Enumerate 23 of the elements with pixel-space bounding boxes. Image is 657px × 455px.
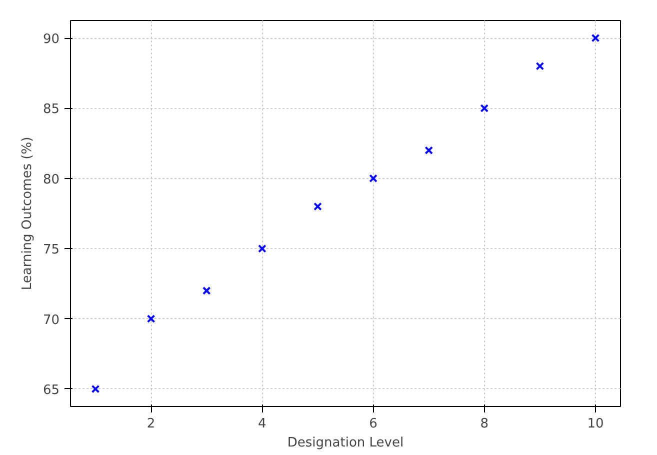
x-tick-label: 4 [258, 416, 266, 432]
point [258, 244, 266, 253]
point [314, 202, 322, 211]
x-tick-label: 10 [587, 416, 604, 432]
y-tick-label: 80 [42, 172, 60, 188]
y-tick-label: 85 [42, 102, 60, 118]
y-tick-label: 90 [42, 32, 60, 48]
x-tick-label: 6 [369, 416, 378, 432]
point [202, 286, 211, 295]
point [91, 384, 100, 394]
point [591, 34, 600, 42]
point [424, 146, 434, 155]
point [480, 104, 489, 112]
x-tick-label: 2 [146, 416, 156, 432]
point [146, 314, 156, 323]
x-axis-title: Designation Level [287, 436, 404, 450]
point [369, 174, 378, 183]
point [536, 62, 544, 70]
x-tick-label: 8 [480, 416, 489, 432]
y-tick-label: 65 [42, 382, 60, 398]
y-tick-label: 75 [42, 242, 60, 258]
y-tick-label: 70 [42, 312, 60, 328]
y-axis-title: Learning Outcomes (%) [20, 136, 35, 290]
